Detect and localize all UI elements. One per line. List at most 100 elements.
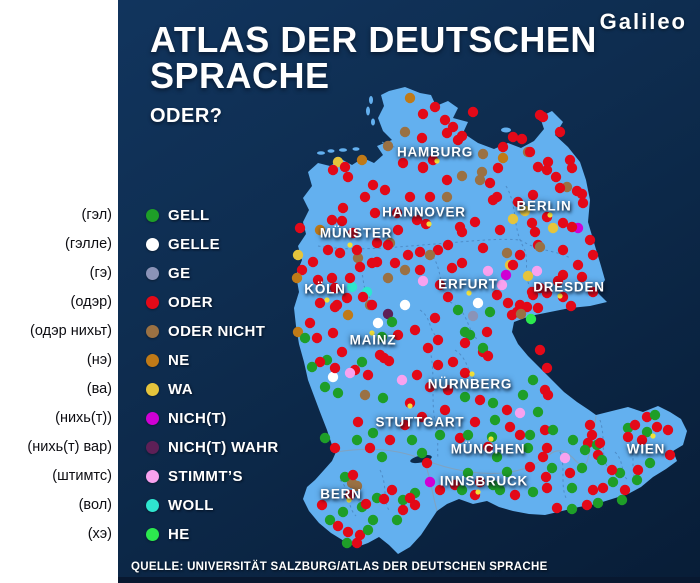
city-marker-münster xyxy=(347,242,353,248)
dialect-dots-layer xyxy=(291,92,676,549)
translit-label-stimmts: (штимтс) xyxy=(52,468,112,484)
transliteration-sidebar: (гэл) (гэлле) (гэ) (одэр) (одэр нихьт) (нэ) (в… xyxy=(0,0,118,583)
dialect-dot xyxy=(492,162,504,174)
dialect-dot xyxy=(447,356,459,368)
legend-dot-nicht xyxy=(146,411,159,425)
dialect-dot xyxy=(542,389,554,401)
dialect-dot xyxy=(577,197,589,209)
dialect-dot xyxy=(651,421,663,433)
legend-label-nicht-wahr: NICH(T) WAHR xyxy=(168,438,279,456)
dialect-dot xyxy=(566,162,578,174)
dialect-dot xyxy=(454,432,466,444)
dialect-dot xyxy=(360,498,372,510)
dialect-dot xyxy=(474,174,486,186)
dialect-dot xyxy=(524,429,536,441)
city-marker-mainz xyxy=(369,330,375,336)
dialect-dot xyxy=(566,482,578,494)
dialect-dot xyxy=(304,317,316,329)
legend-item-stimmts: STIMMT’S xyxy=(146,466,243,486)
dialect-dot xyxy=(351,480,363,492)
dialect-dot xyxy=(404,492,416,504)
legend-label-gell: GELL xyxy=(168,206,210,224)
dialect-dot xyxy=(614,467,626,479)
dialect-dot xyxy=(584,419,596,431)
dialect-dot xyxy=(554,182,566,194)
legend-dot-gelle xyxy=(146,237,159,251)
dialect-dot xyxy=(376,451,388,463)
dialect-dot xyxy=(572,259,584,271)
dialect-dot xyxy=(507,131,519,143)
legend-label-he: HE xyxy=(168,525,190,543)
dialect-dot xyxy=(587,249,599,261)
legend-item-ne: NE xyxy=(146,350,190,370)
dialect-dot xyxy=(366,299,378,311)
dialect-dot xyxy=(576,462,588,474)
legend-label-ne: NE xyxy=(168,351,190,369)
bottom-strip xyxy=(118,577,700,583)
dialect-dot xyxy=(399,264,411,276)
dialect-dot xyxy=(497,152,509,164)
city-marker-hamburg xyxy=(434,158,440,164)
dialect-dot xyxy=(579,444,591,456)
dialect-dot xyxy=(547,222,559,234)
city-marker-münchen xyxy=(488,436,494,442)
dialect-dot xyxy=(314,356,326,368)
dialect-dot xyxy=(649,409,661,421)
dialect-dot xyxy=(491,289,503,301)
dialect-dot xyxy=(527,289,539,301)
dialect-dot xyxy=(497,141,509,153)
legend-dot-he xyxy=(146,527,159,541)
dialect-dot xyxy=(597,482,609,494)
dialect-dot xyxy=(314,224,326,236)
dialect-dot xyxy=(439,404,451,416)
dialect-dot xyxy=(487,397,499,409)
dialect-dot xyxy=(351,537,363,549)
dialect-dot xyxy=(319,381,331,393)
dialect-dot xyxy=(500,269,512,281)
dialect-dot xyxy=(494,484,506,496)
dialect-dot xyxy=(502,297,514,309)
dialect-dot xyxy=(509,489,521,501)
dialect-dot xyxy=(494,224,506,236)
dialect-dot xyxy=(382,272,394,284)
dialect-dot xyxy=(417,162,429,174)
dialect-dot xyxy=(564,154,576,166)
dialect-dot xyxy=(515,308,527,320)
city-marker-stuttgart xyxy=(407,403,413,409)
dialect-dot xyxy=(316,499,328,511)
dialect-dot xyxy=(616,494,628,506)
dialect-dot xyxy=(550,171,562,183)
legend-dot-gell xyxy=(146,208,159,222)
dialect-dot xyxy=(319,432,331,444)
dialect-dot xyxy=(359,389,371,401)
dialect-dot xyxy=(416,132,428,144)
dialect-dot xyxy=(414,264,426,276)
dialect-dot xyxy=(352,416,364,428)
dialect-dot xyxy=(521,301,533,313)
dialect-dot xyxy=(356,154,368,166)
dialect-dot xyxy=(477,342,489,354)
dialect-dot xyxy=(367,427,379,439)
dialect-dot xyxy=(552,275,564,287)
dialect-dot xyxy=(664,449,676,461)
dialect-dot xyxy=(354,261,366,273)
legend-dot-stimmts xyxy=(146,469,159,483)
dialect-dot xyxy=(404,191,416,203)
dialect-dot xyxy=(296,264,308,276)
dialect-dot xyxy=(346,281,358,293)
dialect-dot xyxy=(442,239,454,251)
legend-label-oder: ODER xyxy=(168,293,213,311)
legend-item-nicht: NICH(T) xyxy=(146,408,227,428)
translit-label-nicht: (нихь(т)) xyxy=(55,410,112,426)
dialect-dot xyxy=(354,529,366,541)
dialect-dot xyxy=(594,437,606,449)
dialect-dot xyxy=(606,464,618,476)
dialect-dot xyxy=(452,304,464,316)
dialect-dot xyxy=(557,244,569,256)
dialect-dot xyxy=(326,272,338,284)
dialect-dot xyxy=(519,205,531,217)
legend-item-wa: WA xyxy=(146,379,193,399)
dialect-dot xyxy=(452,134,464,146)
dialect-dot xyxy=(491,451,503,463)
dialect-dot xyxy=(391,514,403,526)
